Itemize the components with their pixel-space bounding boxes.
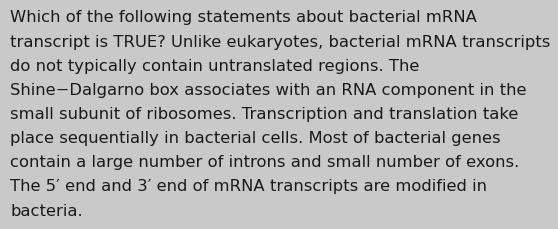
Text: transcript is TRUE? Unlike eukaryotes, bacterial mRNA transcripts: transcript is TRUE? Unlike eukaryotes, b…: [10, 34, 550, 49]
Text: place sequentially in bacterial cells. Most of bacterial genes: place sequentially in bacterial cells. M…: [10, 131, 501, 145]
Text: The 5′ end and 3′ end of mRNA transcripts are modified in: The 5′ end and 3′ end of mRNA transcript…: [10, 179, 487, 194]
Text: contain a large number of introns and small number of exons.: contain a large number of introns and sm…: [10, 155, 519, 169]
Text: bacteria.: bacteria.: [10, 203, 83, 218]
Text: small subunit of ribosomes. Transcription and translation take: small subunit of ribosomes. Transcriptio…: [10, 106, 518, 121]
Text: do not typically contain untranslated regions. The: do not typically contain untranslated re…: [10, 58, 420, 73]
Text: Shine−Dalgarno box associates with an RNA component in the: Shine−Dalgarno box associates with an RN…: [10, 82, 527, 97]
Text: Which of the following statements about bacterial mRNA: Which of the following statements about …: [10, 10, 477, 25]
